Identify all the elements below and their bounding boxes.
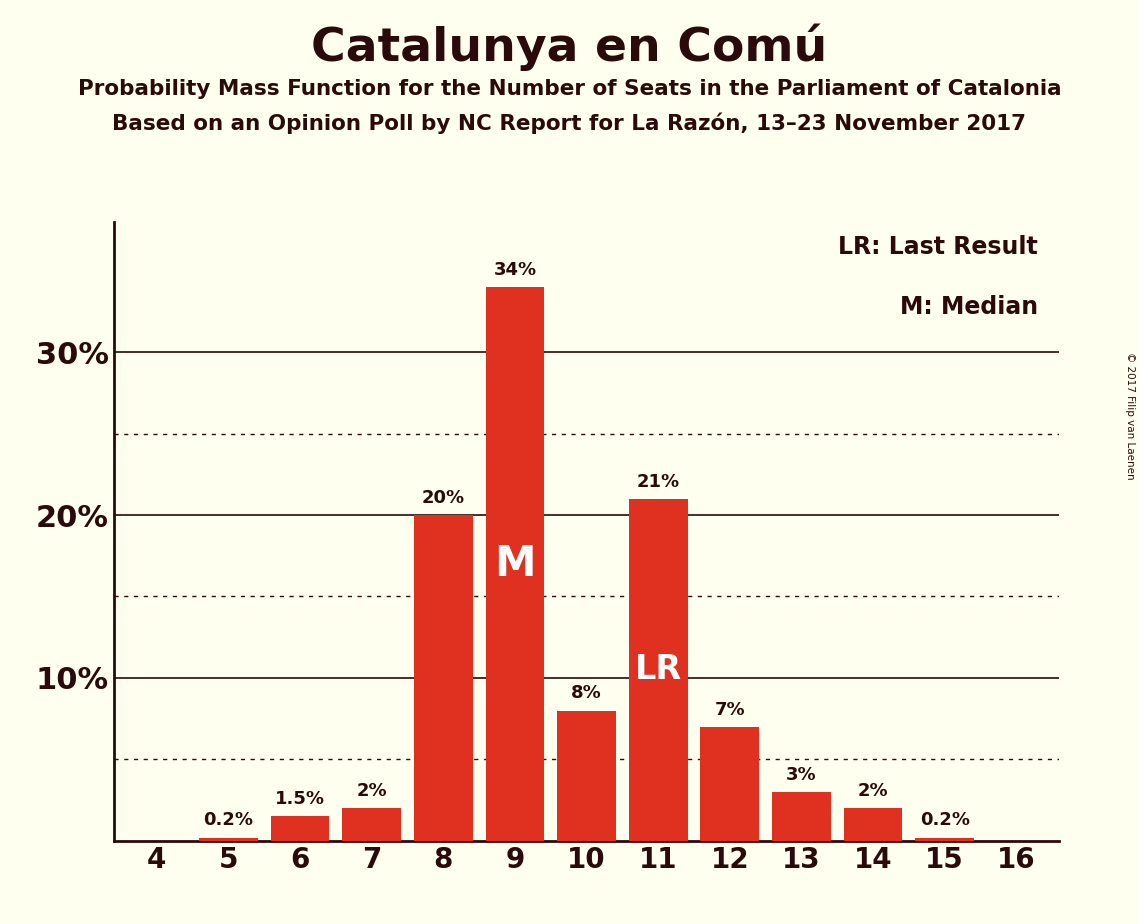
Bar [844, 808, 902, 841]
Text: 3%: 3% [786, 766, 817, 784]
Bar [700, 727, 760, 841]
Bar [557, 711, 616, 841]
Bar [629, 499, 688, 841]
Text: 21%: 21% [637, 472, 680, 491]
Text: 20%: 20% [421, 489, 465, 507]
Bar [199, 837, 257, 841]
Text: LR: LR [634, 653, 682, 687]
Text: Catalunya en Comú: Catalunya en Comú [311, 23, 828, 70]
Bar [485, 287, 544, 841]
Bar [343, 808, 401, 841]
Bar [772, 792, 830, 841]
Text: 34%: 34% [493, 261, 536, 279]
Text: 1.5%: 1.5% [276, 790, 325, 808]
Text: 8%: 8% [572, 685, 601, 702]
Text: 7%: 7% [714, 700, 745, 719]
Text: 2%: 2% [858, 782, 888, 800]
Text: 2%: 2% [357, 782, 387, 800]
Text: 0.2%: 0.2% [919, 811, 969, 830]
Text: Probability Mass Function for the Number of Seats in the Parliament of Catalonia: Probability Mass Function for the Number… [77, 79, 1062, 99]
Bar [413, 515, 473, 841]
Bar [916, 837, 974, 841]
Text: LR: Last Result: LR: Last Result [838, 235, 1038, 259]
Text: © 2017 Filip van Laenen: © 2017 Filip van Laenen [1125, 352, 1134, 480]
Bar [271, 817, 329, 841]
Text: M: M [494, 543, 535, 585]
Text: M: Median: M: Median [900, 295, 1038, 319]
Text: 0.2%: 0.2% [204, 811, 254, 830]
Text: Based on an Opinion Poll by NC Report for La Razón, 13–23 November 2017: Based on an Opinion Poll by NC Report fo… [113, 113, 1026, 134]
